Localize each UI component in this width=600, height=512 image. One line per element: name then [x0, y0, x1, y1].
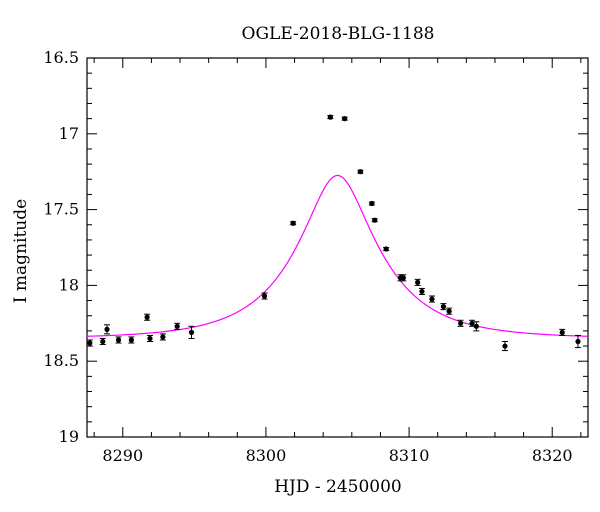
- x-tick-label: 8320: [532, 446, 573, 465]
- x-axis-ticks: 8290 8300 8310 8320: [93, 58, 582, 465]
- data-point: [86, 339, 93, 347]
- data-point-marker: [458, 320, 464, 326]
- data-point: [457, 319, 464, 327]
- y-tick-label: 18: [59, 275, 79, 294]
- data-points-layer: [86, 114, 581, 352]
- data-point: [357, 169, 364, 175]
- data-point: [99, 337, 106, 346]
- data-point-marker: [104, 326, 110, 332]
- data-point-marker: [372, 217, 378, 223]
- y-tick-label: 19: [59, 427, 79, 446]
- data-point-marker: [327, 114, 333, 120]
- data-point-marker: [415, 279, 421, 285]
- x-axis-label: HJD - 2450000: [274, 477, 402, 497]
- data-point: [104, 324, 111, 335]
- model-curve-layer: [86, 174, 589, 337]
- data-point-marker: [440, 304, 447, 310]
- y-axis-label: I magnitude: [11, 199, 31, 303]
- data-point: [115, 336, 122, 344]
- model-curve: [86, 174, 589, 337]
- x-tick-label: 8300: [246, 446, 287, 465]
- data-point-marker: [100, 338, 106, 345]
- data-point: [400, 274, 407, 282]
- data-point: [383, 246, 390, 252]
- data-point: [446, 307, 453, 315]
- data-point: [414, 278, 421, 286]
- data-point-marker: [369, 200, 375, 207]
- data-point: [473, 321, 480, 332]
- plot-frame: [86, 57, 589, 438]
- data-point-marker: [115, 337, 122, 343]
- data-point-marker: [400, 275, 406, 281]
- data-point-marker: [147, 335, 153, 342]
- y-tick-label: 17: [59, 124, 79, 143]
- data-point: [159, 333, 166, 341]
- x-tick-label: 8310: [389, 446, 430, 465]
- data-point-marker: [87, 340, 93, 346]
- data-point: [371, 217, 378, 223]
- data-point-marker: [383, 246, 389, 252]
- data-point-marker: [575, 338, 581, 345]
- data-point: [188, 325, 195, 339]
- data-point-marker: [174, 323, 180, 329]
- data-point: [174, 322, 181, 330]
- y-axis-ticks: 16.5 17 17.5 18 18.5 19: [43, 48, 588, 446]
- data-point: [146, 334, 153, 342]
- data-point-marker: [290, 220, 296, 226]
- data-point-marker: [261, 293, 268, 299]
- data-point-marker: [160, 334, 166, 340]
- data-point: [327, 114, 334, 120]
- data-point: [144, 313, 151, 321]
- y-tick-label: 18.5: [43, 351, 79, 370]
- data-point-marker: [559, 329, 565, 335]
- data-point-marker: [188, 329, 195, 335]
- data-point: [428, 295, 435, 303]
- data-point: [501, 340, 508, 352]
- data-point-marker: [342, 116, 348, 122]
- data-point-marker: [473, 323, 479, 329]
- data-point-marker: [128, 337, 134, 343]
- x-tick-label: 8290: [102, 446, 143, 465]
- data-point: [261, 292, 268, 300]
- data-point-marker: [502, 343, 508, 349]
- data-point: [418, 287, 425, 295]
- chart-title: OGLE-2018-BLG-1188: [242, 24, 435, 44]
- data-point: [368, 200, 375, 207]
- data-point-marker: [357, 169, 364, 175]
- data-point: [341, 116, 348, 122]
- plot-border: [86, 57, 589, 438]
- data-point: [440, 303, 447, 311]
- y-tick-label: 16.5: [43, 48, 79, 67]
- data-point: [290, 220, 297, 226]
- data-point-marker: [419, 288, 425, 295]
- data-point: [128, 336, 135, 344]
- data-point: [574, 334, 581, 349]
- y-tick-label: 17.5: [43, 200, 79, 219]
- data-point-marker: [446, 308, 452, 314]
- data-point: [559, 328, 566, 336]
- data-point-marker: [429, 296, 435, 302]
- data-point-marker: [144, 314, 150, 320]
